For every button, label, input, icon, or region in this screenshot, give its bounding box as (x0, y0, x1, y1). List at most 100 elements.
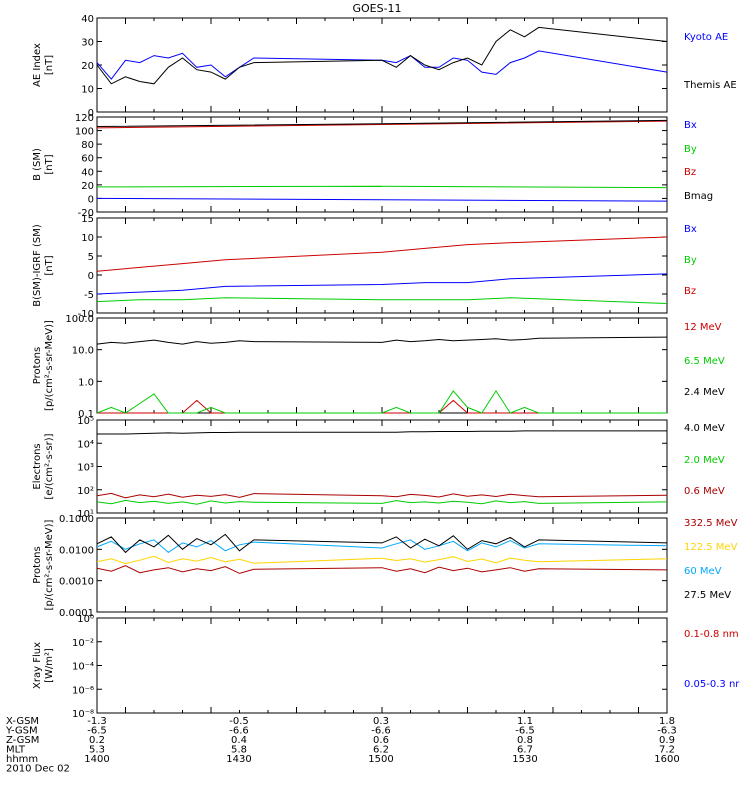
orbit-value: 1.8 (659, 716, 675, 727)
orbit-value: 0.3 (373, 716, 389, 727)
orbit-value: 0.8 (517, 735, 533, 746)
y-axis-unit: [e/(cm²-s-sr)] (44, 433, 55, 499)
panel-3: -10 -5 0 5 10 15 B(SM)-IGRF (SM) [nT] Bx By Bz (32, 214, 697, 320)
y-tick-label: 10¹ (77, 509, 94, 520)
y-tick-label: 60 (81, 154, 94, 165)
y-axis-label: B (SM) (32, 148, 43, 181)
legend-label: Bz (684, 286, 696, 297)
y-axis-unit: [W/m²] (44, 648, 55, 683)
y-tick-label: -5 (84, 290, 94, 301)
series-line (96, 185, 668, 189)
series-line (97, 430, 667, 435)
y-axis-unit: [nT] (44, 255, 55, 275)
panel-7: 10⁻⁸ 10⁻⁶ 10⁻⁴ 10⁻² 10⁰ Xray Flux [W/m²] 0.1-0.… (32, 614, 740, 720)
y-tick-label: 0.1000 (59, 514, 94, 525)
orbit-value: 5.3 (89, 745, 105, 756)
panel-5: 10¹ 10² 10³ 10⁴ 10⁵ Electrons [e/(cm²-s-sr)] 4.… (32, 416, 725, 520)
series-line (96, 273, 668, 295)
y-tick-label: 30 (81, 38, 94, 49)
orbit-value: 1530 (512, 754, 537, 765)
y-tick-label: 100 (75, 127, 94, 138)
y-tick-label: 0.0001 (59, 608, 94, 619)
y-tick-label: 10⁻⁸ (72, 709, 94, 720)
orbit-value: -6.3 (657, 726, 677, 737)
orbit-value: 6.2 (373, 745, 389, 756)
legend-label: 4.0 MeV (684, 423, 725, 434)
y-axis-unit: [p/(cm²-s-sr-MeV)] (44, 519, 55, 610)
series-line (96, 389, 667, 414)
series-line (96, 197, 668, 202)
y-axis-label: Protons (32, 546, 43, 583)
legend-label: 12 MeV (684, 322, 722, 333)
legend-label: By (684, 255, 697, 266)
y-axis-label: Xray Flux (32, 642, 43, 689)
y-tick-label: 40 (81, 14, 94, 25)
y-axis-label: B(SM)-IGRF (SM) (32, 224, 43, 307)
y-tick-label: 10³ (77, 463, 94, 474)
legend-label: 0.6 MeV (684, 486, 725, 497)
y-tick-label: 5 (88, 252, 94, 263)
orbit-value: -1.3 (87, 716, 107, 727)
y-tick-label: 10 (81, 85, 94, 96)
date-label: 2010 Dec 02 (6, 764, 70, 775)
legend-label: By (684, 144, 697, 155)
orbit-value: 1600 (654, 754, 679, 765)
orbit-row-label: Y-GSM (5, 726, 38, 737)
orbit-row-label: Z-GSM (6, 735, 39, 746)
orbit-table: X-GSM -1.3 -0.5 0.3 1.1 1.8 Y-GSM -6.5 -6.6 -6.6 -… (5, 716, 680, 775)
y-tick-label: 0 (88, 194, 94, 205)
panel-2: -20 0 20 40 60 80 100 120 B (SM) [nT] Bx By Bz Bmag (32, 113, 713, 219)
y-tick-label: 10 (81, 233, 94, 244)
legend-label: Bx (684, 120, 697, 131)
y-tick-label: 40 (81, 167, 94, 178)
legend-label: 0.05-0.3 nr (684, 679, 740, 690)
legend-label: 27.5 MeV (684, 590, 731, 601)
panel-frame (96, 517, 668, 613)
y-axis-unit: [nT] (44, 154, 55, 174)
y-tick-label: 0 (88, 271, 94, 282)
y-tick-label: 120 (75, 113, 94, 124)
orbit-value: -6.5 (87, 726, 107, 737)
legend-label: 6.5 MeV (684, 356, 725, 367)
panel-frame (96, 317, 668, 414)
series-line (96, 539, 668, 554)
y-tick-label: 1.0 (78, 377, 94, 388)
orbit-value: -0.5 (229, 716, 249, 727)
y-axis-unit: [p/(cm²-s-sr-MeV)] (44, 320, 55, 411)
legend-label: Themis AE (683, 80, 737, 91)
panel-frame (96, 617, 668, 714)
y-axis-unit: [nT] (44, 55, 55, 75)
orbit-value: 0.9 (659, 735, 675, 746)
legend-label: 2.4 MeV (684, 387, 725, 398)
legend-label: 60 MeV (684, 566, 722, 577)
panel-frame (96, 419, 668, 514)
y-axis-label: Protons (32, 347, 43, 384)
y-tick-label: 10.0 (72, 346, 94, 357)
y-tick-label: 80 (81, 140, 94, 151)
legend-label: 2.0 MeV (684, 455, 725, 466)
series-line (96, 533, 668, 554)
series-line (96, 565, 668, 574)
orbit-row-label: X-GSM (6, 716, 39, 727)
orbit-value: 6.7 (517, 745, 533, 756)
orbit-value: 7.2 (659, 745, 675, 756)
orbit-value: 1.1 (517, 716, 533, 727)
chart-title: GOES-11 (352, 2, 401, 15)
y-tick-label: 10⁻² (72, 638, 94, 649)
orbit-value: -6.6 (229, 726, 249, 737)
orbit-value: -6.5 (515, 726, 535, 737)
series-line (96, 555, 668, 565)
y-tick-label: 0.0010 (59, 577, 94, 588)
legend-label: Bz (684, 167, 696, 178)
y-tick-label: 15 (81, 214, 94, 225)
orbit-value: 0.2 (89, 735, 105, 746)
y-tick-label: 0 (88, 108, 94, 119)
orbit-row-label: MLT (6, 745, 26, 756)
series-line (96, 492, 668, 499)
y-tick-label: 10² (77, 486, 94, 497)
y-axis-label: Electrons (32, 443, 43, 489)
y-tick-label: 100.0 (65, 314, 94, 325)
y-tick-label: 10⁰ (77, 614, 94, 625)
